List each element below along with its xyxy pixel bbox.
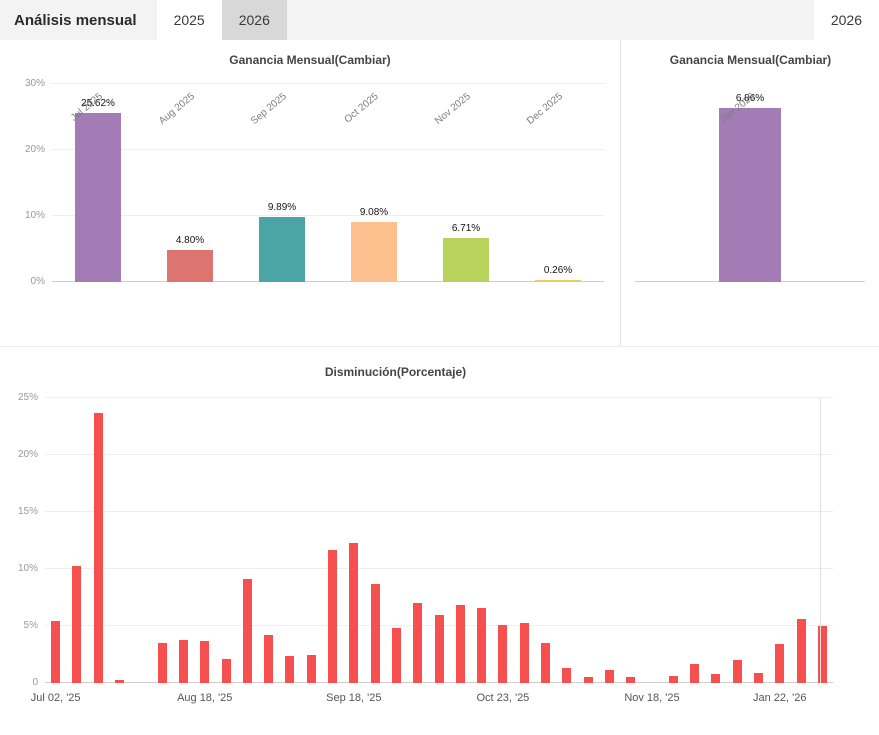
chart-title-drawdown: Disminución(Porcentaje) [324,365,467,379]
y-tick-label: 5% [23,620,38,631]
x-axis-line [52,281,604,282]
drawdown-bar-36[interactable] [817,626,827,683]
x-tick-label: Nov 2025 [433,91,474,127]
gridline [52,83,604,84]
drawdown-bar-11[interactable] [285,655,295,683]
drawdown-bar-32[interactable] [732,660,742,683]
y-tick-label: 20% [24,144,45,155]
drawdown-bar-21[interactable] [498,624,508,683]
drawdown-bar-2[interactable] [93,412,103,683]
y-tick-label: 10% [17,563,38,574]
gridline [52,149,604,150]
drawdown-bar-1[interactable] [72,565,82,683]
drawdown-bar-27[interactable] [626,677,636,683]
drawdown-bar-13[interactable] [328,549,337,683]
monthly-gain-2026-plot: 6.86% Jan 2026 [635,84,865,282]
drawdown-bar-15[interactable] [370,583,380,683]
left-tab-group: Análisis mensual 2025 2026 [0,0,287,40]
drawdown-plot: 0 5% 10% 15% 20% 25% Jul 02, '25 Aug 18, '25 Sep… [18,393,833,704]
bar-nov-2025[interactable] [443,237,489,282]
gridline [45,568,833,569]
drawdown-bar-22[interactable] [519,622,529,683]
drawdown-bar-17[interactable] [413,603,423,683]
drawdown-bar-10[interactable] [264,635,274,683]
drawdown-bar-23[interactable] [540,643,550,683]
tab-year-2026[interactable]: 2026 [221,0,287,40]
x-tick-label: Sep 18, '25 [326,692,382,704]
drawdown-bar-3[interactable] [115,679,125,683]
drawdown-bar-0[interactable] [51,621,61,683]
monthly-gain-2026-panel: Ganancia Mensual(Cambiar) 6.86% Jan 2026 [620,40,879,346]
y-tick-label: 30% [24,78,45,89]
drawdown-bar-34[interactable] [775,644,785,683]
x-tick-label: Oct 23, '25 [476,692,530,704]
drawdown-bar-14[interactable] [349,542,359,683]
x-tick-label: Jul 02, '25 [30,692,81,704]
bar-jul-2025[interactable] [75,112,121,282]
drawdown-bar-8[interactable] [221,659,231,683]
chart-title-monthly-gain-2026: Ganancia Mensual(Cambiar) [669,53,832,67]
x-tick-label: Sep 2025 [249,91,290,127]
chart-title-monthly-gain-2025: Ganancia Mensual(Cambiar) [229,53,391,67]
drawdown-bar-35[interactable] [796,619,806,683]
bar-value-label: 9.89% [267,201,297,213]
bar-value-label: 0.26% [543,265,573,277]
bar-value-label: 4.80% [175,235,205,247]
drawdown-bar-20[interactable] [477,607,487,683]
top-tab-bar: Análisis mensual 2025 2026 2026 [0,0,879,41]
drawdown-bar-7[interactable] [200,640,210,683]
drawdown-bar-9[interactable] [242,579,252,683]
y-tick-label: 0 [32,677,38,688]
bar-aug-2025[interactable] [167,250,213,282]
monthly-gain-2025-plot: 0% 10% 20% 30% 25.62% Jul 2025 4.80% Aug 2025 9.… [25,79,604,287]
y-tick-label: 15% [17,506,38,517]
y-tick-label: 20% [17,449,38,460]
gridline [45,454,833,455]
y-tick-label: 25% [17,392,38,403]
tab-year-2026-right[interactable]: 2026 [813,0,879,40]
gridline [45,511,833,512]
bar-jan-2026[interactable] [719,107,781,282]
drawdown-bar-30[interactable] [690,663,700,683]
y-tick-label: 0% [30,276,45,287]
x-tick-label: Dec 2025 [525,91,566,127]
y-tick-label: 10% [24,210,45,221]
monthly-gain-2025-panel: Ganancia Mensual(Cambiar) 0% 10% 20% 30% 25.… [0,40,620,346]
bar-value-label: 25.62% [81,97,115,109]
x-tick-label: Aug 18, '25 [177,692,233,704]
page-title: Análisis mensual [14,11,137,29]
bar-value-label: 9.08% [359,207,389,219]
x-tick-label: Jan 22, '26 [753,692,807,704]
bar-value-label: 6.71% [451,222,481,234]
drawdown-bar-25[interactable] [583,677,593,683]
gridline [52,215,604,216]
drawdown-bar-16[interactable] [391,628,401,683]
drawdown-bar-5[interactable] [157,643,167,683]
bar-value-label: 6.86% [735,92,765,104]
drawdown-bar-33[interactable] [753,672,763,683]
gridline [45,397,833,398]
x-tick-label: Nov 18, '25 [624,692,680,704]
drawdown-bar-12[interactable] [306,654,316,683]
drawdown-bar-24[interactable] [562,668,572,683]
drawdown-bar-26[interactable] [604,670,614,683]
drawdown-bar-18[interactable] [434,614,444,683]
right-edge-line [820,398,821,683]
drawdown-bar-19[interactable] [455,605,465,683]
bar-dec-2025[interactable] [535,280,581,282]
drawdown-bar-31[interactable] [711,673,721,683]
x-tick-label: Oct 2025 [342,91,382,126]
drawdown-panel: Disminución(Porcentaje) 0 5% 10% 15% 20% 25% J… [0,346,879,735]
drawdown-bar-29[interactable] [668,676,678,683]
bar-oct-2025[interactable] [351,222,397,282]
x-tick-label: Aug 2025 [157,91,198,127]
tab-year-2025[interactable]: 2025 [156,0,222,40]
drawdown-bar-6[interactable] [178,639,188,683]
bar-sep-2025[interactable] [259,216,305,282]
